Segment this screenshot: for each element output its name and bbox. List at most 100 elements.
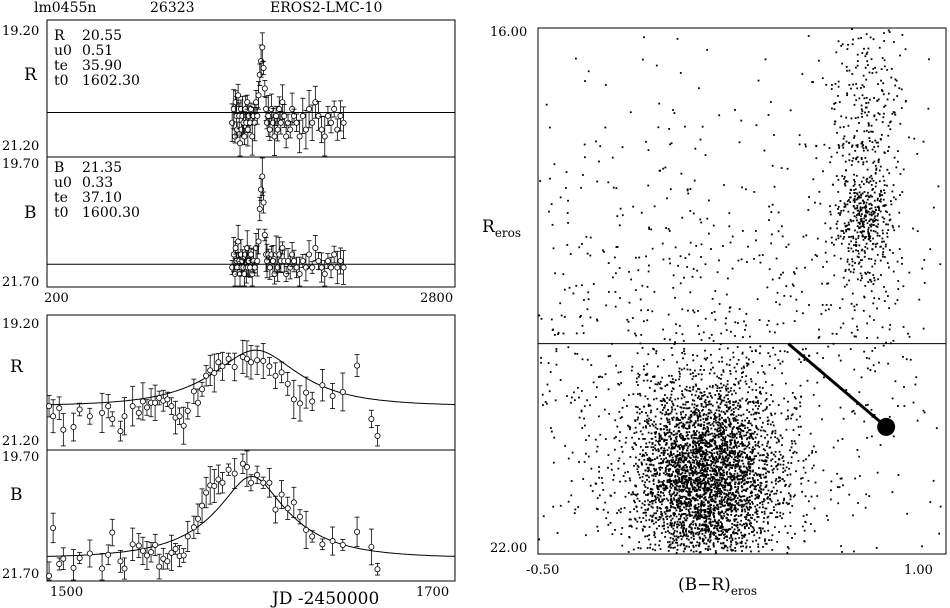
cmd-star-point [659,484,662,487]
cmd-star-point [732,351,735,354]
cmd-star-point [670,524,673,527]
cmd-star-point [585,534,587,537]
data-point [254,257,261,264]
cmd-star-point [725,452,727,454]
cmd-star-point [694,479,697,482]
cmd-star-point [739,435,741,438]
cmd-star-point [688,456,691,459]
cmd-star-point [698,471,701,474]
cmd-star-point [746,471,749,473]
cmd-star-point [645,474,648,477]
cmd-star-point [744,456,747,459]
cmd-star-point [714,509,716,512]
cmd-star-point [697,387,699,390]
cmd-star-point [662,482,665,485]
cmd-star-point [740,513,743,516]
cmd-star-point [662,399,665,402]
cmd-star-point [709,469,711,472]
data-point [296,400,303,407]
cmd-star-point [661,437,664,440]
cmd-star-point [652,480,655,482]
cmd-star-point [710,504,713,506]
cmd-star-point [746,487,749,490]
cmd-star-point [674,379,677,382]
cmd-star-point [766,416,769,419]
cmd-star-point [697,410,700,412]
cmd-star-point [702,538,705,541]
cmd-star-point [740,422,743,425]
cmd-star-point [759,390,762,393]
cmd-star-point [609,354,612,357]
cmd-star-point [693,507,696,510]
cmd-star-point [710,485,713,488]
cmd-star-point [717,460,720,463]
cmd-star-point [655,439,657,442]
cmd-star-point [690,504,692,507]
cmd-star-point [687,493,690,496]
cmd-star-point [727,397,730,400]
cmd-star-point [734,494,737,497]
cmd-star-point [719,511,722,514]
cmd-star-point [696,452,699,455]
cmd-star-point [680,397,683,400]
cmd-star-point [689,502,692,505]
cmd-star-point [653,532,656,535]
cmd-star-point [726,478,729,480]
cmd-star-point [694,413,696,415]
cmd-star-point [746,456,749,459]
cmd-star-point [692,546,695,549]
cmd-star-point [759,473,762,476]
cmd-star-point [639,392,641,395]
cmd-star-point [713,417,716,420]
cmd-star-point [678,498,681,501]
cmd-star-point [646,459,649,461]
cmd-star-point [750,494,753,497]
cmd-star-point [756,493,759,496]
cmd-star-point [570,480,573,482]
cmd-star-point [716,458,719,461]
cmd-star-point [682,438,685,441]
cmd-star-point [696,531,699,534]
cmd-star-point [680,421,683,424]
cmd-star-point [782,455,785,458]
cmd-star-point [666,541,669,544]
cmd-star-point [634,517,636,520]
cmd-star-point [674,442,676,445]
cmd-star-point [734,335,736,337]
cmd-star-point [764,436,766,439]
data-point [143,552,150,559]
cmd-star-point [700,472,702,475]
cmd-star-point [716,387,719,390]
cmd-star-point [682,495,685,498]
cmd-star-point [815,450,817,453]
data-point [180,422,187,429]
cmd-star-point [683,424,686,426]
cmd-star-point [745,502,748,505]
cmd-star-point [719,429,722,432]
cmd-star-point [656,486,659,489]
cmd-star-point [733,441,736,444]
cmd-star-point [742,425,744,427]
cmd-star-point [753,191,756,193]
cmd-star-point [723,478,726,480]
cmd-star-point [734,483,736,486]
cmd-star-point [681,434,683,437]
cmd-star-point [709,505,711,507]
cmd-star-point [760,477,762,479]
cmd-star-point [785,466,788,469]
cmd-star-point [747,422,750,425]
data-point [334,264,341,271]
cmd-star-point [730,513,733,516]
cmd-star-point [675,425,678,428]
panel-zoom-b-band: B [10,485,23,505]
cmd-star-point [755,350,757,353]
cmd-star-point [649,470,652,473]
cmd-star-point [704,468,706,470]
cmd-star-point [678,452,681,454]
cmd-star-point [797,459,800,462]
cmd-star-point [665,413,668,415]
cmd-star-point [787,243,790,246]
cmd-star-point [758,405,760,408]
cmd-star-point [724,465,727,468]
cmd-star-point [683,396,686,399]
